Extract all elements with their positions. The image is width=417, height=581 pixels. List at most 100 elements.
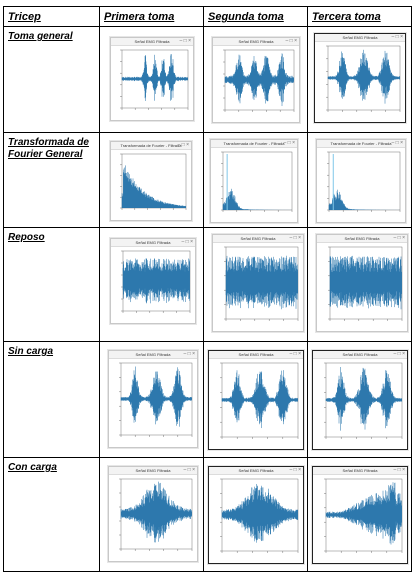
table-row: Con carga Señal EMG Filtrada – □ × Señal EM… — [3, 456, 412, 573]
emg-signal-trace — [325, 366, 402, 431]
window-controls-icon[interactable]: – □ × — [393, 350, 406, 357]
figure-title: Transformada de Fourier - Filtrada — [120, 142, 182, 148]
plot-cell: Señal EMG Filtrada – □ × — [99, 226, 204, 342]
plot-figure: Señal EMG Filtrada – □ × — [208, 349, 304, 450]
signal-plot — [220, 478, 299, 553]
window-controls-icon[interactable]: – □ × — [179, 38, 192, 44]
window-controls-icon[interactable]: – □ × — [391, 34, 404, 40]
signal-plot — [220, 362, 299, 439]
emg-signal-trace — [225, 255, 298, 310]
plot-figure: Señal EMG Filtrada – □ × — [108, 349, 198, 448]
spectrum-trace — [222, 188, 292, 210]
figure-title: Señal EMG Filtrada — [238, 39, 274, 44]
figure-title: Señal EMG Filtrada — [135, 467, 171, 473]
figure-title: Señal EMG Filtrada — [238, 467, 274, 473]
emg-signal-trace — [325, 482, 402, 545]
figure-toolbar — [109, 350, 197, 359]
plot-cell: Señal EMG Filtrada – □ × — [307, 26, 412, 133]
signal-plot — [324, 478, 403, 553]
signal-plot — [326, 45, 401, 112]
plot-figure: Señal EMG Filtrada – □ × — [314, 33, 406, 123]
plot-cell: Transformada de Fourier - Filtrada – □ × — [307, 131, 412, 228]
window-controls-icon[interactable]: – □ × — [289, 466, 302, 473]
plot-cell: Señal EMG Filtrada – □ × — [203, 456, 308, 573]
signal-plot — [119, 478, 193, 551]
plot-cell: Señal EMG Filtrada – □ × — [203, 26, 308, 133]
table-row: Reposo Señal EMG Filtrada – □ × Señal EMG F… — [3, 226, 412, 342]
row-label: Con carga — [3, 456, 100, 573]
window-controls-icon[interactable]: – □ × — [289, 350, 302, 357]
figure-title: Señal EMG Filtrada — [135, 351, 171, 357]
emg-signal-trace — [122, 258, 190, 304]
signal-plot — [221, 151, 293, 212]
signal-plot — [224, 246, 299, 321]
plot-cell: Señal EMG Filtrada – □ × — [307, 340, 412, 458]
signal-plot — [121, 250, 191, 313]
emg-signal-trace — [329, 255, 402, 310]
figure-toolbar — [209, 350, 303, 359]
plot-figure: Señal EMG Filtrada – □ × — [110, 237, 196, 324]
signal-plot — [327, 151, 401, 212]
window-controls-icon[interactable]: – □ × — [283, 139, 296, 146]
figure-title: Transformada de Fourier - Filtrada — [330, 140, 392, 146]
plot-figure: Señal EMG Filtrada – □ × — [208, 465, 304, 564]
plot-cell: Señal EMG Filtrada – □ × — [307, 456, 412, 573]
figure-toolbar — [111, 141, 191, 150]
emg-signal-trace — [120, 481, 192, 543]
plot-figure: Señal EMG Filtrada – □ × — [212, 37, 300, 123]
figure-toolbar — [109, 466, 197, 475]
window-controls-icon[interactable]: – □ × — [181, 238, 194, 245]
spectrum-trace — [121, 165, 186, 208]
header-tricep: Tricep — [3, 6, 100, 27]
figure-title: Señal EMG Filtrada — [342, 351, 378, 357]
plot-figure: Señal EMG Filtrada – □ × — [110, 37, 194, 121]
plot-figure: Señal EMG Filtrada – □ × — [312, 349, 408, 450]
figure-title: Señal EMG Filtrada — [342, 467, 378, 473]
figure-title: Señal EMG Filtrada — [134, 39, 170, 44]
row-label: Toma general — [3, 26, 100, 133]
header-tercera-toma: Tercera toma — [307, 6, 412, 27]
window-controls-icon[interactable]: – □ × — [183, 350, 196, 357]
window-controls-icon[interactable]: – □ × — [177, 141, 190, 148]
plot-figure: Transformada de Fourier - Filtrada – □ × — [110, 140, 192, 221]
table-row: Transformada de Fourier General Transform… — [3, 131, 412, 228]
plot-cell: Transformada de Fourier - Filtrada – □ × — [99, 131, 204, 228]
window-controls-icon[interactable]: – □ × — [393, 234, 406, 241]
window-controls-icon[interactable]: – □ × — [391, 139, 404, 146]
signal-plot — [120, 153, 187, 210]
window-controls-icon[interactable]: – □ × — [393, 466, 406, 473]
window-controls-icon[interactable]: – □ × — [289, 234, 302, 241]
figure-toolbar — [111, 38, 193, 46]
figure-toolbar — [317, 139, 405, 148]
window-controls-icon[interactable]: – □ × — [285, 38, 298, 44]
table-row: Toma general Señal EMG Filtrada – □ × Señal… — [3, 26, 412, 133]
plot-cell: Señal EMG Filtrada – □ × — [99, 456, 204, 573]
signal-plot — [328, 246, 403, 321]
row-label: Reposo — [3, 226, 100, 342]
figure-toolbar — [313, 350, 407, 359]
figure-toolbar — [315, 34, 405, 42]
header-segunda-toma: Segunda toma — [203, 6, 308, 27]
plot-figure: Señal EMG Filtrada – □ × — [316, 233, 408, 332]
emg-signal-trace — [224, 53, 294, 107]
signal-plot — [223, 49, 295, 112]
figure-title: Señal EMG Filtrada — [342, 35, 378, 40]
header-row: Tricep Primera toma Segunda toma Tercera… — [3, 6, 412, 27]
figure-title: Señal EMG Filtrada — [135, 239, 171, 245]
plot-figure: Señal EMG Filtrada – □ × — [312, 465, 408, 564]
figure-toolbar — [111, 238, 195, 247]
emg-signal-trace — [120, 366, 192, 427]
plot-cell: Señal EMG Filtrada – □ × — [99, 340, 204, 458]
figure-title: Señal EMG Filtrada — [238, 351, 274, 357]
figure-title: Señal EMG Filtrada — [240, 235, 276, 241]
signal-plot — [119, 362, 193, 437]
signal-plot — [120, 49, 189, 110]
figure-toolbar — [213, 38, 299, 46]
figure-toolbar — [317, 234, 407, 243]
figure-toolbar — [211, 139, 297, 148]
figure-toolbar — [213, 234, 303, 243]
window-controls-icon[interactable]: – □ × — [183, 466, 196, 473]
emg-signal-trace — [327, 49, 400, 104]
emg-signal-trace — [121, 54, 188, 101]
table-row: Sin carga Señal EMG Filtrada – □ × Señal EM… — [3, 340, 412, 458]
